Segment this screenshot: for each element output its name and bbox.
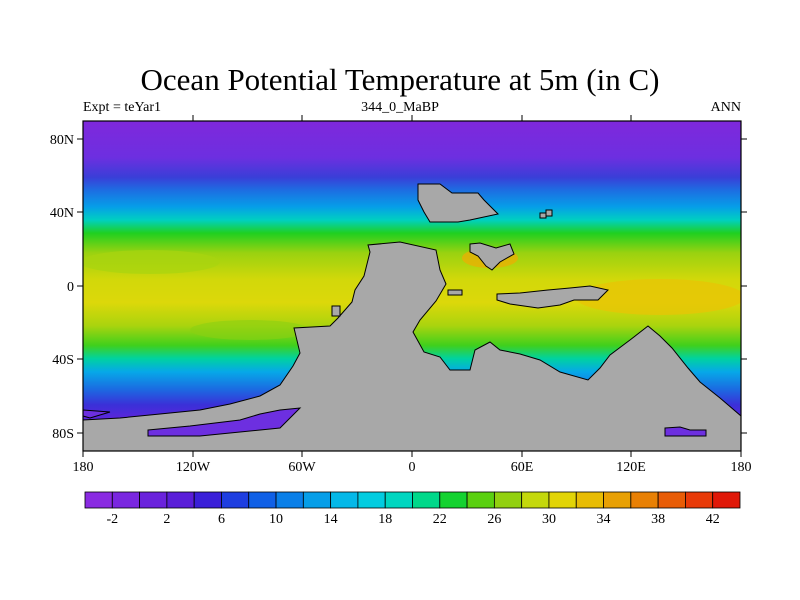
lon-label: 120W (176, 460, 211, 475)
lat-labels: 80N 40N 0 40S 80S (50, 133, 74, 442)
colorbar-swatch (630, 491, 659, 509)
map-title: Ocean Potential Temperature at 5m (in C) (140, 62, 660, 97)
colorbar-swatch (412, 491, 441, 509)
landmass-east-island (469, 242, 515, 271)
lat-label: 40N (50, 206, 74, 221)
colorbar-swatch (493, 491, 523, 509)
landmass-east-peninsula (496, 285, 609, 309)
lon-label: 60E (511, 460, 534, 475)
colorbar-label: 6 (218, 512, 225, 527)
lon-label: 180 (73, 460, 94, 475)
season-label: ANN (710, 100, 741, 115)
lat-label: 40S (52, 353, 74, 368)
lon-label: 180 (731, 460, 752, 475)
colorbar-label: 30 (542, 512, 556, 527)
colorbar-swatch (685, 491, 714, 509)
colorbar-swatch (248, 491, 277, 509)
landmass-pangea (82, 241, 742, 452)
colorbar-swatch (657, 491, 686, 509)
colorbar-swatch (111, 491, 140, 509)
colorbar-swatch (575, 491, 604, 509)
colorbar-swatch (466, 491, 495, 509)
colorbar-label: 18 (378, 512, 392, 527)
lon-label: 60W (288, 460, 316, 475)
colorbar-swatch (357, 491, 386, 509)
time-label: 344_0_MaBP (361, 100, 439, 115)
experiment-label: Expt = teYar1 (83, 100, 162, 115)
colorbar-label: 14 (324, 512, 338, 527)
colorbar-swatch (603, 491, 632, 509)
colorbar-swatch (439, 491, 468, 509)
lat-label: 80N (50, 133, 74, 148)
colorbar-swatch (548, 491, 577, 509)
colorbar-swatch (139, 491, 168, 509)
landmass-north-asia (417, 183, 500, 223)
landmass-small-isle-b (331, 305, 341, 317)
colorbar-label: 38 (651, 512, 665, 527)
lat-label: 80S (52, 427, 74, 442)
colorbar-swatch (221, 491, 250, 509)
colorbar-label: -2 (106, 512, 118, 527)
colorbar-label: 22 (433, 512, 447, 527)
landmass-small-isle-d (545, 209, 553, 217)
colorbar-swatch (521, 491, 550, 509)
colorbar-swatch (302, 491, 332, 509)
land-masses (82, 183, 742, 452)
colorbar (84, 491, 741, 509)
antarctic-cold-water (82, 407, 707, 437)
lon-label: 0 (409, 460, 416, 475)
colorbar-swatch (166, 491, 195, 509)
landmass-small-isle-a (447, 289, 463, 296)
colorbar-swatch (384, 491, 413, 509)
colorbar-label: 26 (487, 512, 501, 527)
lat-label: 0 (67, 280, 74, 295)
landmass-small-isle-c (539, 212, 547, 219)
colorbar-swatch (84, 491, 113, 509)
colorbar-label: 34 (597, 512, 611, 527)
colorbar-swatch (330, 491, 359, 509)
colorbar-labels: -2 2 6 10 14 18 22 26 30 34 38 42 (106, 512, 719, 527)
colorbar-swatch (275, 491, 304, 509)
colorbar-label: 2 (163, 512, 170, 527)
colorbar-label: 10 (269, 512, 283, 527)
colorbar-swatch (712, 491, 741, 509)
lon-labels: 180 120W 60W 0 60E 120E 180 (73, 460, 752, 475)
colorbar-label: 42 (706, 512, 720, 527)
colorbar-swatch (193, 491, 222, 509)
lon-label: 120E (616, 460, 646, 475)
axis-ticks (77, 115, 747, 457)
